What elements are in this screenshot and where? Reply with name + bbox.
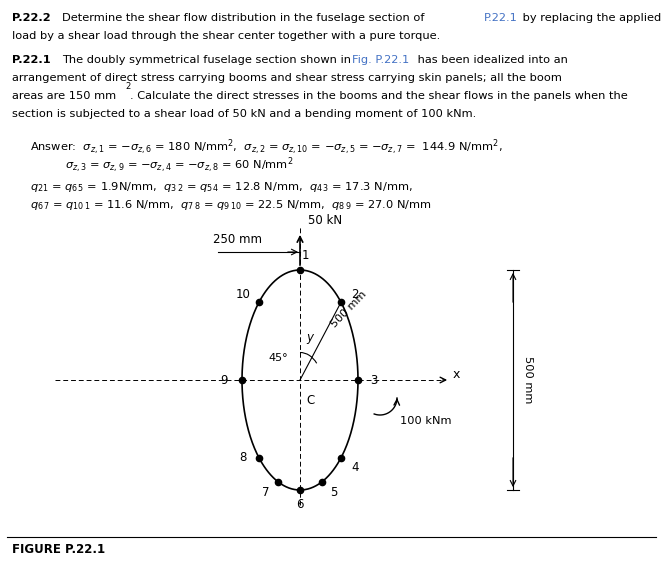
Text: by replacing the applied: by replacing the applied <box>519 13 661 23</box>
Text: 2: 2 <box>125 82 131 91</box>
Text: 3: 3 <box>371 373 378 386</box>
Text: y: y <box>306 332 313 345</box>
Text: P.22.1: P.22.1 <box>12 55 50 65</box>
Text: 8: 8 <box>239 451 247 464</box>
Text: 250 mm: 250 mm <box>213 233 262 246</box>
Text: 6: 6 <box>296 498 304 511</box>
Text: areas are 150 mm: areas are 150 mm <box>12 91 116 101</box>
Text: has been idealized into an: has been idealized into an <box>414 55 568 65</box>
Text: arrangement of direct stress carrying booms and shear stress carrying skin panel: arrangement of direct stress carrying bo… <box>12 73 562 83</box>
Text: 5: 5 <box>331 486 338 499</box>
Text: Answer:  $\sigma_{z,1}$ = $-\sigma_{z,6}$ = 180 N/mm$^2$,  $\sigma_{z,2}$ = $\si: Answer: $\sigma_{z,1}$ = $-\sigma_{z,6}$… <box>30 137 503 157</box>
Text: 500 mm: 500 mm <box>523 357 533 403</box>
Text: 7: 7 <box>262 486 270 499</box>
Text: section is subjected to a shear load of 50 kN and a bending moment of 100 kNm.: section is subjected to a shear load of … <box>12 109 476 119</box>
Text: 45°: 45° <box>269 353 288 363</box>
Text: x: x <box>453 368 460 381</box>
Text: Determine the shear flow distribution in the fuselage section of: Determine the shear flow distribution in… <box>62 13 428 23</box>
Text: 9: 9 <box>220 373 228 386</box>
Text: $q_{6\,7}$ = $q_{10\,1}$ = 11.6 N/mm,  $q_{7\,8}$ = $q_{9\,10}$ = 22.5 N/mm,  $q: $q_{6\,7}$ = $q_{10\,1}$ = 11.6 N/mm, $q… <box>30 198 432 212</box>
Text: 100 kNm: 100 kNm <box>400 416 452 426</box>
Text: 2: 2 <box>351 288 359 301</box>
Text: P.22.2: P.22.2 <box>12 13 50 23</box>
Text: 500 mm: 500 mm <box>330 289 369 329</box>
Text: 1: 1 <box>301 250 309 263</box>
Text: $\sigma_{z,3}$ = $\sigma_{z,9}$ = $-\sigma_{z,4}$ = $-\sigma_{z,8}$ = 60 N/mm$^2: $\sigma_{z,3}$ = $\sigma_{z,9}$ = $-\sig… <box>65 155 294 175</box>
Text: $q_{21}$ = $q_{6\,5}$ = 1.9N/mm,  $q_{3\,2}$ = $q_{5\,4}$ = 12.8 N/mm,  $q_{4\,3: $q_{21}$ = $q_{6\,5}$ = 1.9N/mm, $q_{3\,… <box>30 180 412 194</box>
Text: P.22.1: P.22.1 <box>483 13 517 23</box>
Text: Fig. P.22.1: Fig. P.22.1 <box>351 55 409 65</box>
Text: C: C <box>306 394 314 407</box>
Text: FIGURE P.22.1: FIGURE P.22.1 <box>12 543 105 556</box>
Text: 50 kN: 50 kN <box>308 214 342 227</box>
Text: 10: 10 <box>235 288 251 301</box>
Text: load by a shear load through the shear center together with a pure torque.: load by a shear load through the shear c… <box>12 31 440 41</box>
Text: 4: 4 <box>351 461 359 474</box>
Text: The doubly symmetrical fuselage section shown in: The doubly symmetrical fuselage section … <box>62 55 355 65</box>
Text: . Calculate the direct stresses in the booms and the shear flows in the panels w: . Calculate the direct stresses in the b… <box>130 91 628 101</box>
